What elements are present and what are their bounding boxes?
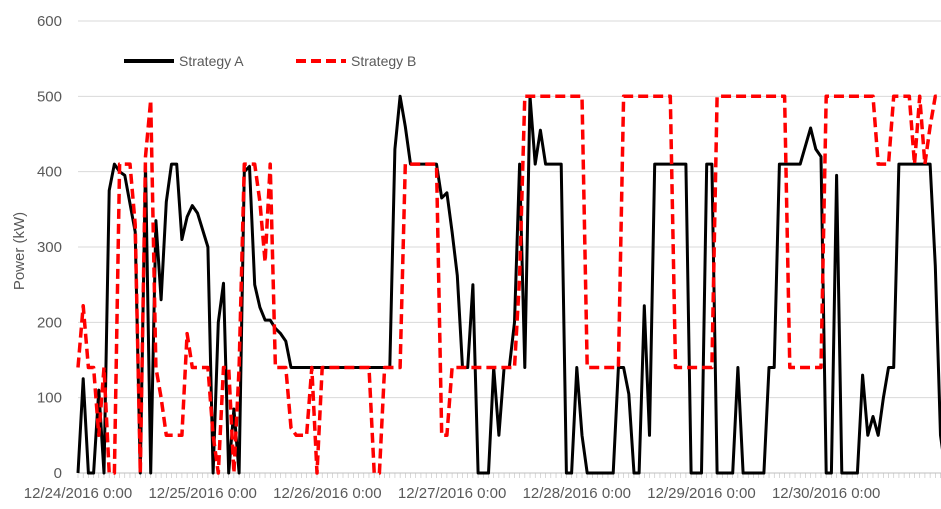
y-tick-label: 500: [37, 88, 62, 105]
legend-label-strategy-a: Strategy A: [179, 53, 244, 69]
y-tick-label: 600: [37, 13, 62, 30]
y-tick-label: 100: [37, 390, 62, 407]
x-tick-label: 12/29/2016 0:00: [647, 485, 755, 502]
axes: 0 100 200 300 400 500 600 12/24/2016 0:00 12/25/…: [24, 13, 941, 502]
x-tick-label: 12/25/2016 0:00: [148, 485, 256, 502]
x-axis-ticks: [77, 473, 941, 478]
gridlines: [78, 20, 941, 399]
series-lines: [76, 94, 941, 475]
x-tick-label: 12/30/2016 0:00: [772, 485, 880, 502]
y-axis-label: Power (kW): [11, 212, 28, 290]
y-tick-label: 300: [37, 239, 62, 256]
x-tick-label: 12/27/2016 0:00: [398, 485, 506, 502]
y-tick-label: 0: [54, 465, 62, 482]
x-tick-label: 12/28/2016 0:00: [523, 485, 631, 502]
x-tick-label: 12/26/2016 0:00: [273, 485, 381, 502]
series-line-strategy-b: [76, 94, 941, 475]
legend: Strategy A Strategy B: [124, 53, 416, 69]
y-tick-label: 200: [37, 314, 62, 331]
legend-label-strategy-b: Strategy B: [351, 53, 416, 69]
y-tick-label: 400: [37, 164, 62, 181]
x-tick-label: 12/24/2016 0:00: [24, 485, 132, 502]
series-line-strategy-a: [76, 94, 941, 475]
